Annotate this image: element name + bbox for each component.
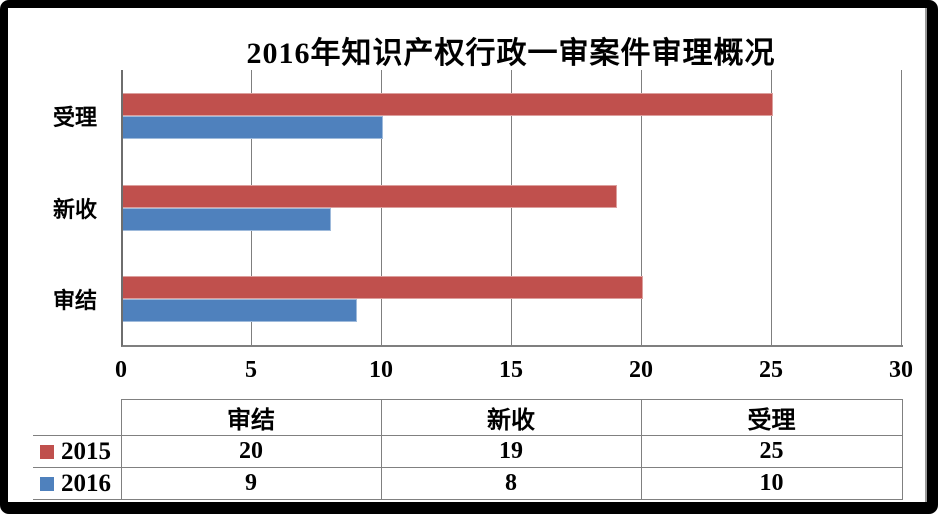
- legend-swatch-2015: [40, 444, 54, 459]
- data-cell-2016-新收: 8: [380, 467, 642, 500]
- legend-label-2016: 2016: [61, 469, 111, 497]
- data-table-corner-cell: [33, 399, 122, 436]
- bar-2015-审结: [123, 276, 643, 299]
- x-axis: 0 5 10 15 20 25 30: [8, 357, 938, 387]
- chart-title: 2016年知识产权行政一审案件审理概况: [246, 37, 776, 70]
- data-table-row-2015: 2015 20 19 25: [33, 435, 903, 468]
- x-tick-label-25: 25: [759, 357, 783, 383]
- legend-entry-2015: 2015: [33, 437, 120, 466]
- data-table-column-header-新收: 新收: [380, 399, 642, 436]
- x-tick-label-30: 30: [889, 357, 913, 383]
- data-cell-2016-审结: 9: [120, 467, 382, 500]
- x-tick-label-0: 0: [115, 357, 127, 383]
- x-tick-label-20: 20: [629, 357, 653, 383]
- legend-cell-2016: 2016: [33, 467, 122, 500]
- data-table-column-header-受理: 受理: [640, 399, 903, 436]
- x-tick-label-10: 10: [369, 357, 393, 383]
- data-cell-2015-审结: 20: [120, 435, 382, 468]
- legend-label-2015: 2015: [61, 437, 111, 465]
- gridline-x-25: [771, 70, 772, 345]
- category-label-新收: 新收: [52, 196, 97, 222]
- gridline-x-30: [901, 70, 902, 345]
- legend-entry-2016: 2016: [33, 469, 120, 498]
- category-label-审结: 审结: [52, 288, 97, 314]
- gridline-x-20: [641, 70, 642, 345]
- bar-2015-新收: [123, 185, 617, 208]
- data-table-header-row: 审结 新收 受理: [33, 399, 903, 436]
- x-tick-label-5: 5: [245, 357, 257, 383]
- bar-2016-审结: [123, 299, 357, 322]
- chart-panel: 2016年知识产权行政一审案件审理概况 受理 新收 审结 0 5 10 15 20 25 30 …: [8, 8, 927, 502]
- data-cell-2016-受理: 10: [640, 467, 903, 500]
- data-table-row-2016: 2016 9 8 10: [33, 467, 903, 500]
- data-cell-2015-新收: 19: [380, 435, 642, 468]
- category-label-受理: 受理: [52, 104, 97, 130]
- data-table-column-header-审结: 审结: [120, 399, 382, 436]
- bar-2016-新收: [123, 208, 331, 231]
- legend-swatch-2016: [40, 476, 54, 491]
- bar-2016-受理: [123, 116, 383, 139]
- bar-2015-受理: [123, 93, 773, 116]
- legend-cell-2015: 2015: [33, 435, 122, 468]
- data-cell-2015-受理: 25: [640, 435, 903, 468]
- x-tick-label-15: 15: [499, 357, 523, 383]
- plot-area: [121, 70, 903, 347]
- data-table-legend: 审结 新收 受理 2015 20 19 25 2016 9 8 10: [33, 399, 903, 500]
